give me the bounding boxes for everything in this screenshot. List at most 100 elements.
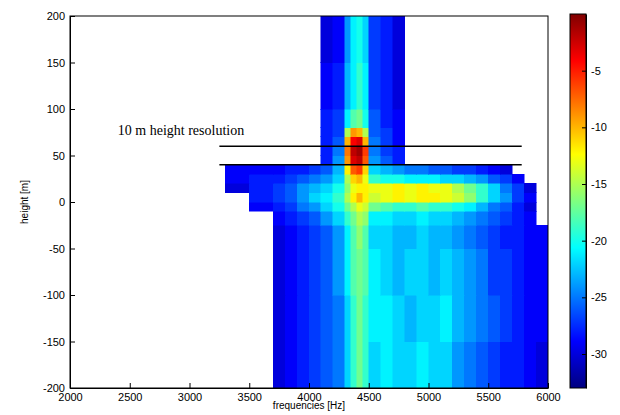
heatmap-cell [369,174,381,183]
heatmap-cell [333,146,345,155]
heatmap-cell [249,183,273,192]
heatmap-cell [321,174,333,183]
heatmap-cell [500,174,512,183]
heatmap-cell [345,146,351,155]
heatmap-cell [345,295,351,342]
heatmap-cell [417,295,429,342]
heatmap-cell [381,202,393,211]
heatmap-cell [351,202,357,211]
heatmap-cell [285,211,297,225]
heatmap-cell [452,193,464,202]
heatmap-cell [488,295,500,342]
heatmap-cell [249,165,273,174]
heatmap-cell [476,165,488,174]
heatmap-cell [297,249,309,296]
heatmap-cell [512,183,524,192]
heatmap-cell [333,202,345,211]
heatmap-cell [249,202,273,211]
heatmap-cell [297,225,309,248]
heatmap-cell [345,193,351,202]
heatmap-cell [488,183,500,192]
tick-mark [70,388,75,389]
heatmap-cell [417,342,429,389]
heatmap-cell [273,174,285,183]
heatmap-cell [393,156,405,165]
heatmap-cell [440,165,452,174]
heatmap-cell [393,165,405,174]
heatmap-cell [321,225,333,248]
heatmap-cell [512,193,524,202]
heatmap-cell [285,225,297,248]
heatmap-cell [369,183,381,192]
heatmap-cell [500,211,512,225]
heatmap-cell [429,183,441,192]
tick-mark [70,202,75,203]
heatmap-cell [369,156,381,165]
heatmap-cell [381,146,393,155]
heatmap-cell [285,342,297,389]
heatmap-cell [363,156,369,165]
heatmap-cell [381,342,393,389]
heatmap-cell [297,174,309,183]
heatmap-cell [249,174,273,183]
heatmap-cell [369,249,381,296]
heatmap-cell [333,211,345,225]
heatmap-cell [381,165,393,174]
heatmap-cell [333,295,345,342]
tick: -20 [582,235,607,247]
heatmap-cell [225,165,249,174]
tick: 3500 [238,383,262,403]
tick-label: 3500 [238,391,262,403]
heatmap-cell [476,183,488,192]
heatmap-cell [405,295,417,342]
heatmap-cell [393,146,405,155]
tick-label: -50 [49,243,65,255]
heatmap-cell [333,128,345,137]
heatmap-cell [345,63,351,110]
heatmap-cell [476,211,488,225]
heatmap-cell [524,342,536,389]
heatmap-cell [333,16,345,63]
heatmap-cell [440,211,452,225]
heatmap-cell [357,156,363,165]
heatmap-cell [297,211,309,225]
axis-line [586,15,587,389]
heatmap-cell [357,193,363,202]
heatmap-cell [393,137,405,146]
heatmap-cell [363,16,369,63]
heatmap-cell [225,174,249,183]
heatmap-cell [369,342,381,389]
heatmap-cell [417,193,429,202]
heatmap-cell [345,183,351,192]
heatmap-cell [440,295,452,342]
heatmap-cell [357,202,363,211]
heatmap-cell [381,249,393,296]
tick-mark [582,241,586,242]
heatmap-cell [452,211,464,225]
heatmap-cell [297,342,309,389]
tick-label: -25 [591,291,607,303]
heatmap-cell [524,295,536,342]
heatmap-cell [500,295,512,342]
heatmap-cell [351,174,357,183]
heatmap-cell [536,342,548,389]
heatmap-cell [369,137,381,146]
heatmap-cell [321,137,333,146]
heatmap-cell [440,174,452,183]
tick-mark [130,383,131,388]
axis-line [71,388,549,389]
heatmap-cell [393,174,405,183]
heatmap-cell [309,202,321,211]
heatmap-cell [476,342,488,389]
heatmap-cell [333,63,345,110]
heatmap-cell [333,193,345,202]
heatmap-cell [273,211,285,225]
heatmap-cell [429,193,441,202]
heatmap-cell [273,183,285,192]
heatmap-cell [393,202,405,211]
heatmap-cell [363,295,369,342]
heatmap-cell [363,63,369,110]
heatmap-cell [452,225,464,248]
heatmap-cell [351,128,357,137]
heatmap-cell [381,183,393,192]
